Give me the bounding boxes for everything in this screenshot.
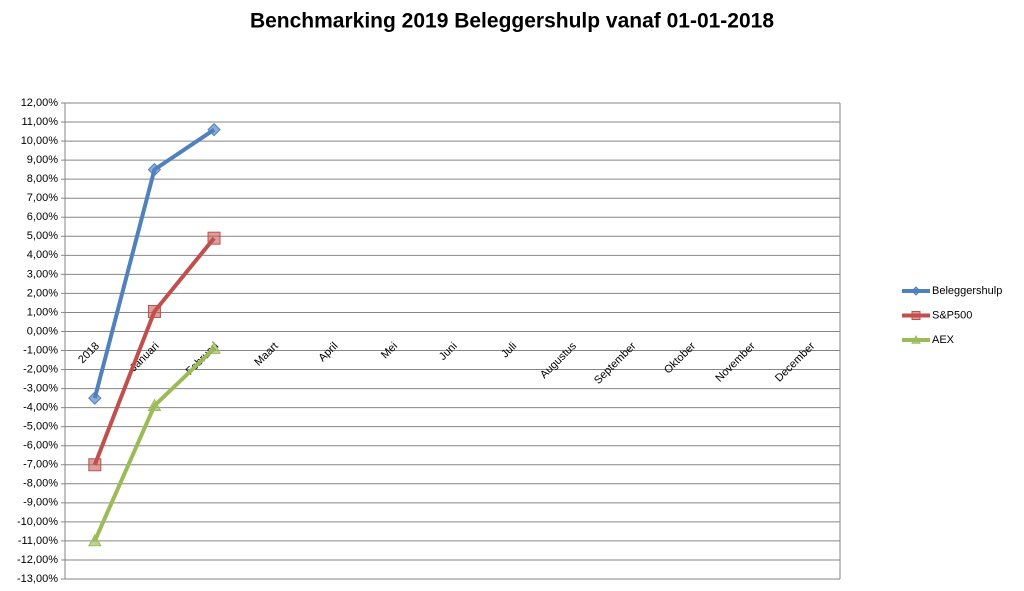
y-tick-label: 3,00%	[27, 268, 58, 280]
y-tick-label: -7,00%	[23, 459, 58, 471]
legend-marker	[911, 311, 921, 320]
legend-marker	[911, 334, 921, 344]
y-tick-label: 11,00%	[22, 116, 59, 128]
y-tick-label: -9,00%	[23, 497, 58, 509]
x-tick-label: Maart	[252, 340, 280, 368]
x-tick-label: April	[316, 340, 340, 364]
data-point	[88, 391, 102, 405]
y-tick-label: -5,00%	[23, 421, 58, 433]
x-tick-label: November	[713, 340, 758, 385]
y-tick-label: -10,00%	[17, 516, 58, 528]
y-tick-label: 12,00%	[21, 97, 59, 109]
data-point	[147, 398, 162, 412]
y-tick-label: -1,00%	[23, 344, 58, 356]
y-tick-label: 1,00%	[27, 306, 58, 318]
data-point	[207, 122, 221, 137]
x-tick-label: Oktober	[662, 340, 698, 376]
y-tick-label: 10,00%	[21, 135, 59, 147]
y-tick-label: -3,00%	[23, 383, 58, 395]
chart-title: Benchmarking 2019 Beleggershulp vanaf 01…	[250, 10, 774, 33]
legend-marker	[911, 286, 921, 296]
data-point	[147, 162, 162, 177]
y-tick-label: 4,00%	[27, 249, 58, 261]
x-tick-label: Augustus	[538, 340, 579, 381]
x-tick-label: Juni	[437, 340, 460, 363]
legend-label: AEX	[932, 334, 955, 346]
y-tick-label: 9,00%	[27, 154, 58, 166]
legend-label: Beleggershulp	[932, 285, 1002, 297]
y-tick-label: -8,00%	[23, 478, 58, 490]
y-tick-label: 0,00%	[27, 325, 58, 337]
y-tick-label: -13,00%	[17, 573, 58, 585]
x-tick-label: September	[592, 340, 639, 387]
y-tick-label: 5,00%	[27, 230, 58, 242]
x-tick-label: Juli	[499, 340, 519, 360]
y-tick-label: -11,00%	[18, 535, 58, 547]
x-tick-label: December	[773, 340, 818, 385]
x-tick-label: Mei	[379, 340, 400, 361]
y-tick-label: 2,00%	[27, 287, 58, 299]
legend-label: S&P500	[932, 309, 972, 321]
y-tick-label: 6,00%	[27, 211, 58, 223]
x-tick-label: 2018	[76, 340, 102, 366]
data-point	[147, 304, 161, 318]
data-point	[207, 231, 221, 245]
series-line	[92, 347, 216, 542]
data-point	[88, 458, 102, 472]
data-point	[87, 533, 102, 547]
data-point	[207, 341, 221, 354]
y-tick-label: 8,00%	[27, 173, 58, 185]
y-tick-label: -4,00%	[23, 402, 58, 414]
y-tick-label: 7,00%	[27, 192, 58, 204]
y-tick-label: -12,00%	[17, 554, 58, 566]
y-tick-label: -6,00%	[23, 440, 58, 452]
y-tick-label: -2,00%	[23, 363, 58, 375]
